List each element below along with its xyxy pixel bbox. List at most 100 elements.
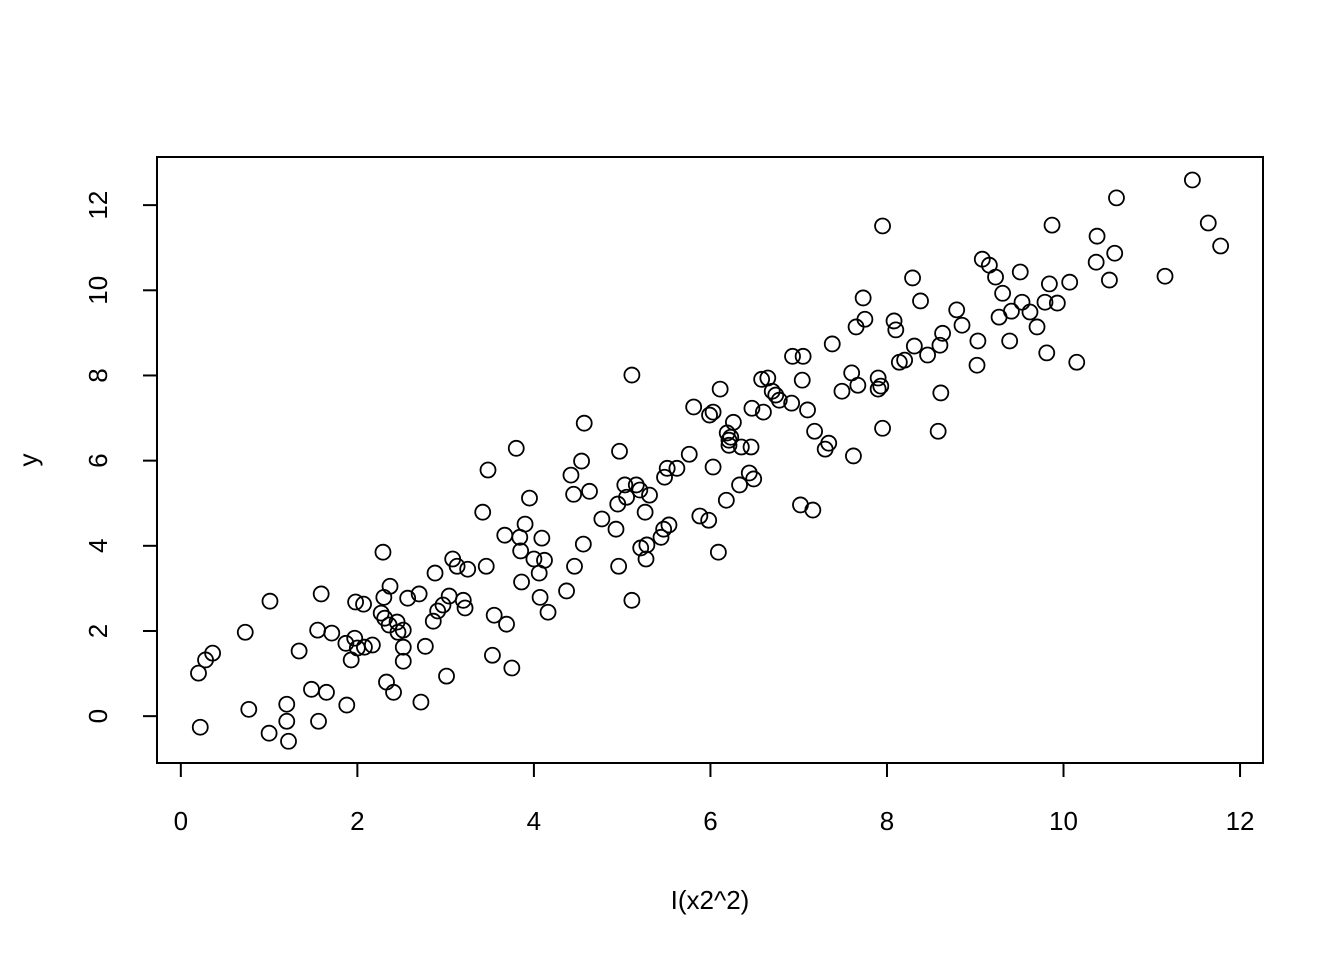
point [536,551,553,569]
point [700,511,718,529]
point [565,485,583,503]
point [755,403,772,421]
point [1088,227,1106,245]
point [833,382,851,400]
point [454,591,472,609]
point [912,292,929,310]
point [1212,237,1230,255]
point [516,515,534,533]
y-tick-label: 4 [83,539,113,553]
point [1013,293,1031,311]
point [987,268,1004,286]
point [680,445,698,463]
point [856,310,874,328]
point [355,595,372,613]
point [290,642,308,660]
point [318,683,335,701]
point [641,486,658,504]
point [191,718,209,736]
point [610,557,628,575]
point [845,447,862,465]
point [794,347,812,365]
point [636,503,654,521]
point [474,503,492,521]
point [574,535,592,553]
point [896,351,914,369]
point [784,347,801,365]
point [503,659,521,677]
point [742,438,760,456]
point [525,550,543,568]
point [652,528,670,546]
point [1199,214,1217,232]
point [874,217,891,235]
point [904,269,921,287]
point [724,413,742,431]
point [394,621,412,639]
x-tick-label: 0 [174,806,188,836]
point [1101,271,1118,289]
point [731,476,748,494]
point [1011,263,1029,281]
point [1001,332,1019,350]
point [1106,244,1124,262]
point [623,366,641,384]
x-tick-label: 8 [880,806,894,836]
point [1108,189,1125,207]
x-tick-label: 2 [350,806,364,836]
point [372,604,390,622]
point [1028,318,1046,336]
point [655,520,673,538]
point [280,732,297,750]
point [356,638,373,656]
point [637,550,655,568]
point [204,644,222,662]
point [799,401,816,419]
point [806,422,823,440]
point [968,356,986,374]
x-tick-label: 4 [527,806,541,836]
point [804,501,822,519]
point [627,476,645,494]
point [375,588,393,606]
point [521,489,538,507]
point [484,646,501,664]
y-tick-label: 6 [83,453,113,467]
point [424,612,442,630]
point [887,321,905,339]
x-axis-label: I(x2^2) [671,885,750,915]
point [631,481,649,499]
point [562,466,580,484]
point [1036,293,1054,311]
point [720,436,738,454]
point [783,394,801,412]
point [385,683,402,701]
point [874,419,891,437]
point [953,316,971,334]
point [323,624,341,642]
point [969,332,987,350]
point [872,377,890,395]
point [854,289,872,307]
point [412,693,430,711]
point [1061,273,1079,291]
point [448,557,466,575]
point [704,403,722,421]
point [416,637,434,655]
point [426,564,444,582]
point [507,439,525,457]
point [593,510,611,528]
point [399,589,417,607]
point [948,301,966,319]
point [581,482,598,500]
point [701,406,718,424]
point [1043,216,1061,234]
y-axis-label: y [13,454,43,467]
point [1003,302,1020,320]
y-tick-label: 12 [83,191,113,220]
point [394,638,412,656]
point [745,470,763,488]
point [456,599,474,617]
point [347,593,365,611]
